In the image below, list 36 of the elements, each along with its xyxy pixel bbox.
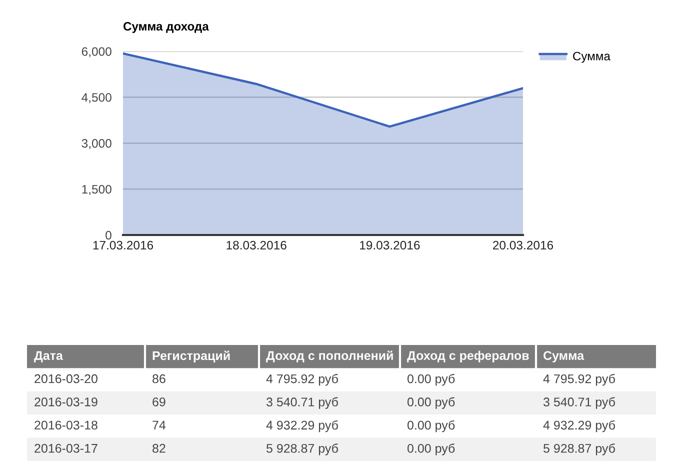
text: 86 xyxy=(152,374,166,384)
legend-label: Сумма xyxy=(573,52,610,63)
y-tick-label: 1,500 xyxy=(82,184,112,196)
text: 3 540.71 руб xyxy=(543,397,615,409)
text: 2016-03-20 xyxy=(34,374,98,384)
text: 0.00 руб xyxy=(407,444,455,456)
category-label: Сумма xyxy=(544,351,584,362)
text: 5 928.87 руб xyxy=(544,444,615,456)
text: 82 xyxy=(152,444,166,453)
text: 5 928.87 руб xyxy=(266,444,338,456)
text: 74 xyxy=(152,420,166,430)
text: 3 540.71 руб xyxy=(266,397,338,409)
x-tick-label: 18.03.2016 xyxy=(226,240,286,250)
text: 4 932.29 руб xyxy=(266,420,338,432)
x-tick-label: 20.03.2016 xyxy=(493,240,554,250)
y-tick-label: 6,000 xyxy=(82,47,112,58)
text: 4 795.92 руб xyxy=(543,374,615,386)
x-tick-label: 17.03.2016 xyxy=(93,240,154,250)
text: 2016-03-18 xyxy=(34,420,98,430)
y-tick-label: 0 xyxy=(106,230,112,240)
chart-title: Сумма дохода xyxy=(123,22,209,33)
y-tick-label: 4,500 xyxy=(82,93,112,104)
category-label: Доход с рефералов xyxy=(407,350,529,362)
text: 2016-03-19 xyxy=(34,398,98,406)
y-tick-label: 3,000 xyxy=(82,139,112,150)
text: 4 932.29 руб xyxy=(543,420,615,432)
x-tick-label: 19.03.2016 xyxy=(360,240,420,250)
text: 0.00 руб xyxy=(407,397,455,409)
text: 2016-03-17 xyxy=(34,444,98,453)
text: 4 795.92 руб xyxy=(266,374,338,386)
text: 0.00 руб xyxy=(407,374,455,386)
category-label: Доход с пополнений xyxy=(266,350,393,362)
category-label: Дата xyxy=(34,351,64,362)
text: 69 xyxy=(152,398,166,406)
category-label: Регистраций xyxy=(152,350,230,363)
text: 0.00 руб xyxy=(407,420,455,432)
